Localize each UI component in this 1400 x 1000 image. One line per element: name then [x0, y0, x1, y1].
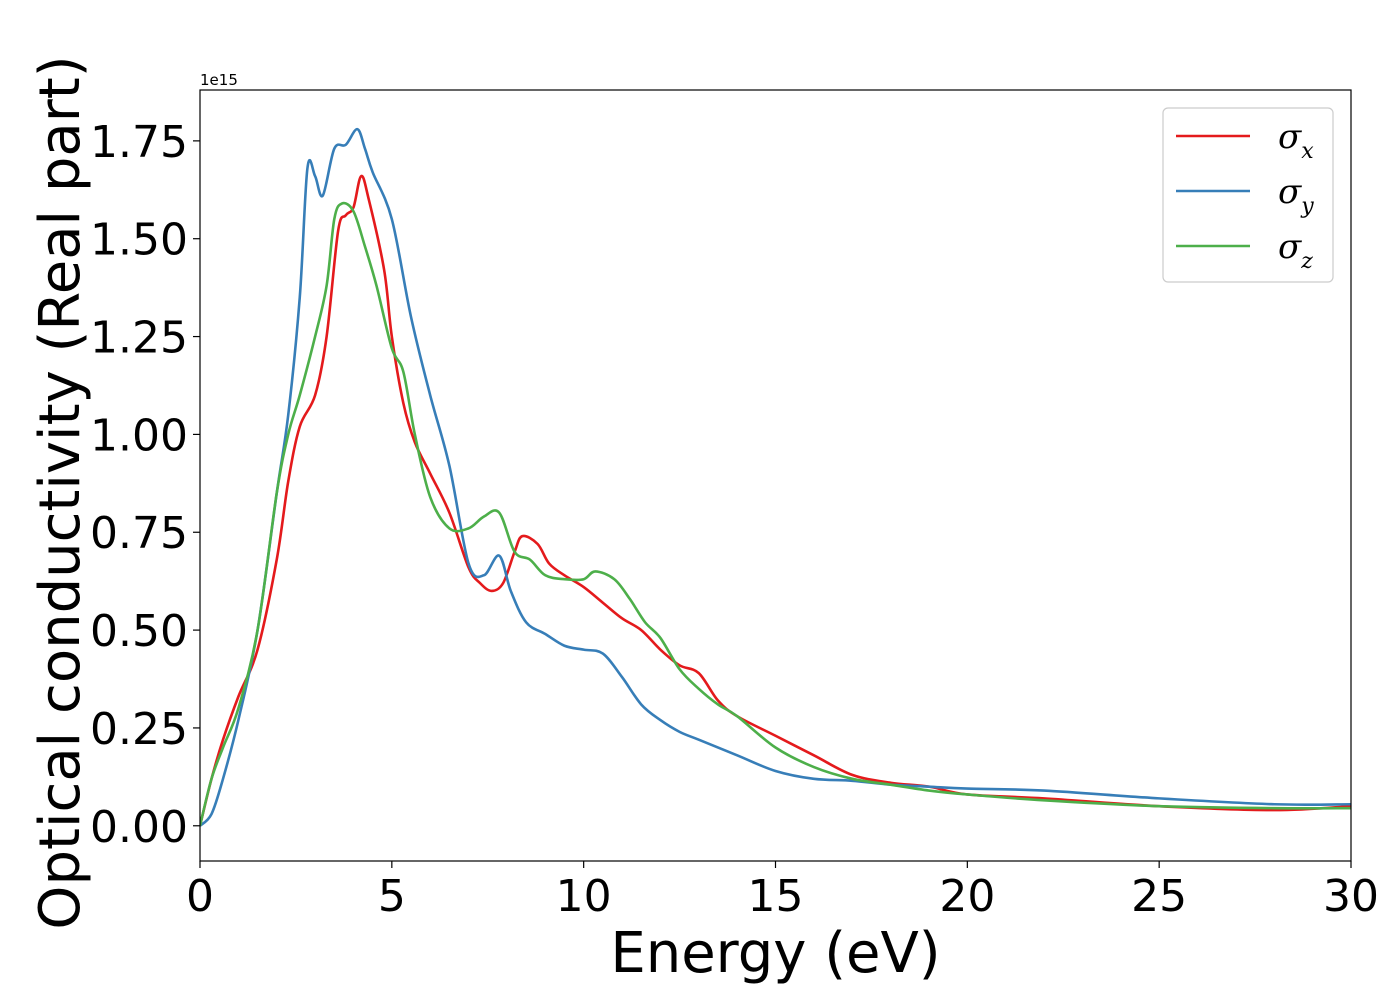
x-tick-label: 10: [556, 871, 612, 922]
x-axis-label: Energy (eV): [610, 921, 940, 986]
y-offset-label: 1e15: [200, 71, 238, 89]
series-line-x: [200, 174, 1351, 827]
y-axis-label: Optical conductivity (Real part): [28, 55, 93, 929]
y-tick-label: 0.00: [90, 802, 188, 853]
ticks-layer: 0 5 10 15 20 25 30 0.00 0.25 0.50 0.75 1.00 1.25 1.50…: [90, 117, 1379, 922]
y-tick-label: 0.25: [90, 704, 188, 755]
y-tick-label: 1.50: [90, 215, 188, 266]
legend-label-y: σy: [1278, 172, 1314, 219]
x-tick-label: 30: [1323, 871, 1379, 922]
legend-label-x: σx: [1278, 117, 1314, 164]
legend-box: [1162, 107, 1334, 283]
y-tick-label: 1.25: [90, 313, 188, 364]
x-tick-label: 20: [939, 871, 995, 922]
x-tick-label: 5: [378, 871, 406, 922]
y-tick-label: 1.00: [90, 410, 188, 461]
series-line-y: [200, 127, 1351, 827]
series-line-z: [200, 201, 1351, 827]
y-tick-label: 1.75: [90, 117, 188, 168]
y-tick-label: 0.75: [90, 508, 188, 559]
x-tick-label: 25: [1131, 871, 1187, 922]
series-layer: [200, 127, 1351, 827]
x-tick-label: 15: [748, 871, 804, 922]
y-tick-label: 0.50: [90, 606, 188, 657]
x-tick-label: 0: [186, 871, 214, 922]
